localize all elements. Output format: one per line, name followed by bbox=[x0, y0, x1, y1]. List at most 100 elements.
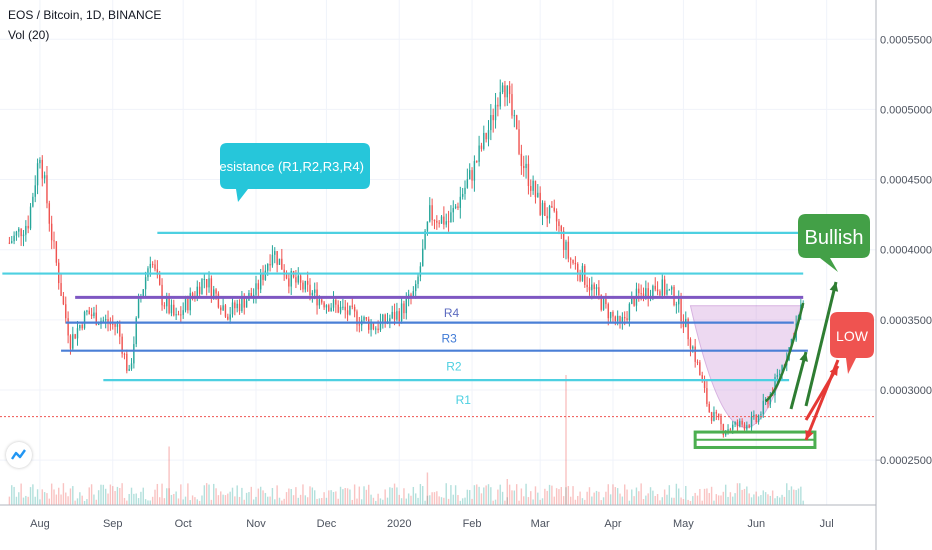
volume-bar bbox=[471, 498, 473, 505]
candle-body bbox=[243, 297, 245, 308]
volume-bar bbox=[276, 485, 278, 505]
candle-body bbox=[504, 85, 506, 98]
volume-bar bbox=[419, 484, 422, 505]
x-tick-label: Oct bbox=[175, 518, 192, 530]
candle-body bbox=[321, 299, 323, 303]
volume-bar bbox=[424, 500, 426, 505]
candle-body bbox=[309, 284, 311, 296]
volume-bar bbox=[137, 498, 140, 505]
candle-body bbox=[694, 346, 696, 362]
candle-body bbox=[767, 399, 769, 405]
candle-body bbox=[515, 115, 518, 130]
candle-body bbox=[750, 416, 753, 428]
volume-bar bbox=[614, 487, 617, 505]
volume-bar bbox=[177, 498, 180, 505]
volume-bar bbox=[645, 495, 647, 505]
x-tick-label: Jul bbox=[820, 518, 834, 530]
candle-body bbox=[656, 289, 659, 292]
candle-body bbox=[457, 206, 459, 208]
candle-body bbox=[88, 310, 90, 315]
x-tick-label: Nov bbox=[246, 518, 266, 530]
chart-grid bbox=[0, 0, 876, 505]
volume-bar bbox=[459, 500, 462, 505]
candle-body bbox=[67, 318, 69, 336]
volume-bar bbox=[447, 498, 450, 505]
volume-bar bbox=[62, 483, 65, 505]
volume-bar bbox=[769, 495, 772, 505]
tradingview-logo[interactable] bbox=[6, 442, 32, 468]
volume-bar bbox=[79, 492, 81, 505]
volume-bar bbox=[504, 500, 506, 505]
candle-body bbox=[598, 287, 600, 296]
volume-bar bbox=[445, 483, 447, 505]
volume-bar bbox=[748, 493, 750, 505]
volume-bar bbox=[194, 497, 196, 505]
volume-bar bbox=[83, 500, 86, 505]
volume-bar bbox=[318, 498, 321, 505]
volume-spike bbox=[168, 446, 170, 505]
candle-body bbox=[438, 222, 440, 224]
volume-bar bbox=[346, 488, 349, 505]
volume-bar bbox=[670, 497, 673, 505]
resistance-label: R3 bbox=[442, 331, 458, 345]
volume-bar bbox=[663, 489, 666, 505]
volume-bar bbox=[743, 488, 746, 505]
candle-body bbox=[774, 377, 776, 396]
volume-bar bbox=[757, 496, 760, 505]
volume-bar bbox=[227, 493, 229, 505]
candle-body bbox=[717, 413, 720, 418]
candle-body bbox=[501, 85, 504, 93]
candle-body bbox=[25, 225, 27, 235]
volume-bar bbox=[431, 492, 433, 505]
candle-body bbox=[149, 263, 152, 269]
volume-bar bbox=[602, 497, 605, 505]
candle-body bbox=[584, 265, 586, 285]
volume-bar bbox=[285, 492, 288, 505]
candle-body bbox=[447, 221, 450, 223]
candle-body bbox=[600, 295, 602, 310]
candle-body bbox=[60, 283, 62, 297]
volume-bar bbox=[508, 484, 511, 505]
volume-bar bbox=[487, 484, 490, 505]
y-tick-label: 0.0003000 bbox=[880, 385, 932, 397]
candle-body bbox=[13, 235, 15, 242]
candle-body bbox=[69, 335, 72, 349]
volume-bar bbox=[710, 486, 713, 505]
candle-body bbox=[295, 277, 297, 283]
volume-bar bbox=[633, 496, 635, 505]
volume-bar bbox=[715, 494, 718, 505]
candle-body bbox=[753, 414, 755, 417]
low-text: LOW bbox=[836, 328, 869, 344]
candle-body bbox=[15, 231, 18, 236]
candle-body bbox=[666, 289, 668, 295]
resistance-callout-bubble bbox=[220, 143, 370, 202]
volume-bar bbox=[363, 486, 365, 505]
candle-body bbox=[382, 314, 384, 322]
volume-bar bbox=[612, 484, 614, 505]
volume-bar bbox=[351, 499, 353, 505]
volume-bar bbox=[76, 498, 79, 505]
volume-bar bbox=[722, 491, 725, 505]
volume-bar bbox=[569, 496, 572, 505]
candle-body bbox=[678, 297, 680, 305]
candle-body bbox=[377, 328, 379, 331]
volume-bar bbox=[567, 486, 570, 505]
candle-body bbox=[349, 305, 351, 315]
candle-body bbox=[267, 264, 269, 271]
candle-body bbox=[8, 242, 11, 244]
candle-body bbox=[628, 303, 631, 321]
candle-body bbox=[41, 159, 43, 179]
candle-body bbox=[335, 299, 337, 305]
resistance-label: R4 bbox=[444, 306, 460, 320]
volume-indicator-label[interactable]: Vol (20) bbox=[8, 28, 50, 42]
volume-bar bbox=[788, 490, 790, 505]
volume-bar bbox=[269, 496, 271, 505]
candle-body bbox=[696, 361, 699, 363]
volume-bar bbox=[461, 498, 464, 505]
candle-body bbox=[523, 166, 525, 169]
candle-body bbox=[417, 276, 419, 285]
volume-bar bbox=[60, 494, 62, 505]
candle-body bbox=[177, 314, 180, 316]
y-tick-label: 0.0005000 bbox=[880, 104, 932, 116]
